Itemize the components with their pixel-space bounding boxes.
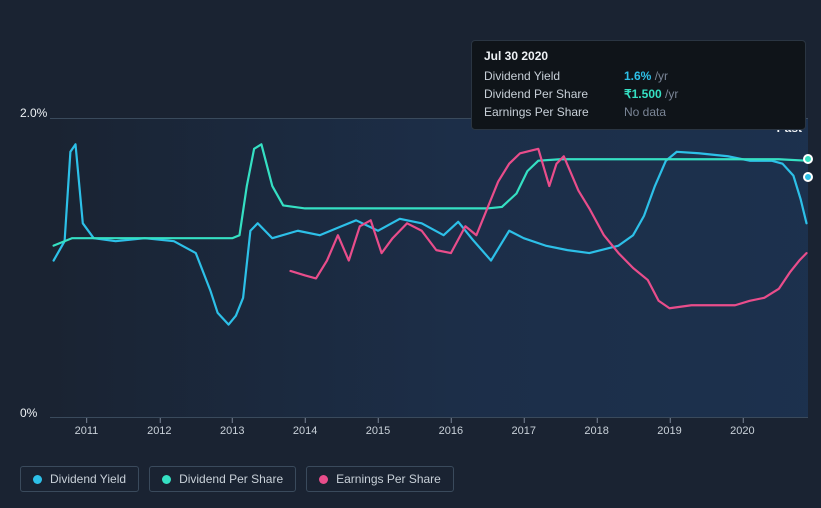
swatch-icon — [33, 475, 42, 484]
chart-tooltip: Jul 30 2020 Dividend Yield 1.6% /yr Divi… — [471, 40, 806, 130]
y-axis-label-min: 0% — [20, 406, 37, 420]
plot-area[interactable]: Past — [50, 118, 808, 418]
tooltip-value: No data — [624, 105, 666, 119]
x-tick: 2013 — [220, 425, 244, 437]
swatch-icon — [319, 475, 328, 484]
x-axis: 2011 2012 2013 2014 2015 2016 2017 2018 2019 2020 — [50, 425, 808, 445]
tooltip-label: Dividend Yield — [484, 69, 624, 83]
x-tick: 2011 — [75, 425, 99, 437]
tooltip-value: ₹1.500 /yr — [624, 87, 678, 101]
legend-item-dividend-per-share[interactable]: Dividend Per Share — [149, 466, 296, 492]
legend-item-dividend-yield[interactable]: Dividend Yield — [20, 466, 139, 492]
x-tick: 2018 — [584, 425, 608, 437]
series-line — [291, 149, 807, 308]
series-end-marker — [803, 172, 813, 182]
tooltip-row: Earnings Per Share No data — [484, 103, 793, 121]
tooltip-date: Jul 30 2020 — [484, 49, 793, 63]
series-line — [54, 144, 807, 245]
chart-lines — [50, 119, 808, 417]
swatch-icon — [162, 475, 171, 484]
legend-label: Earnings Per Share — [336, 472, 441, 486]
x-tick: 2017 — [512, 425, 536, 437]
tooltip-label: Dividend Per Share — [484, 87, 624, 101]
x-tick: 2019 — [657, 425, 681, 437]
series-line — [54, 144, 807, 324]
legend-item-earnings-per-share[interactable]: Earnings Per Share — [306, 466, 454, 492]
legend-label: Dividend Yield — [50, 472, 126, 486]
x-tick: 2012 — [147, 425, 171, 437]
y-axis-label-max: 2.0% — [20, 106, 47, 120]
legend: Dividend Yield Dividend Per Share Earnin… — [20, 466, 454, 492]
chart: 2.0% 0% Past 201120122013201420152016201… — [20, 100, 810, 460]
x-tick: 2016 — [439, 425, 463, 437]
tooltip-row: Dividend Per Share ₹1.500 /yr — [484, 85, 793, 103]
x-tick: 2020 — [730, 425, 754, 437]
tooltip-value: 1.6% /yr — [624, 69, 668, 83]
series-end-marker — [803, 154, 813, 164]
legend-label: Dividend Per Share — [179, 472, 283, 486]
x-tick: 2014 — [293, 425, 317, 437]
x-tick: 2015 — [366, 425, 390, 437]
tooltip-row: Dividend Yield 1.6% /yr — [484, 67, 793, 85]
tooltip-label: Earnings Per Share — [484, 105, 624, 119]
